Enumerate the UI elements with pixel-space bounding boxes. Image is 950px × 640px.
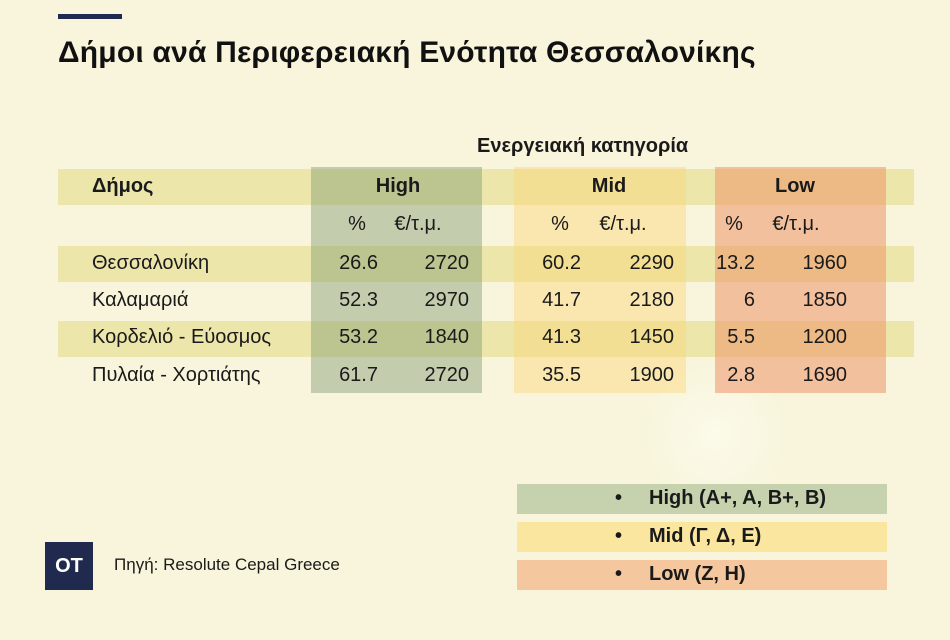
percent-cell: 13.2 xyxy=(716,252,755,274)
price-cell: 2720 xyxy=(424,252,470,274)
price-cell: 2970 xyxy=(424,289,470,311)
legend-bullet: • xyxy=(615,563,623,585)
legend-bar xyxy=(517,560,887,590)
price-cell: 2720 xyxy=(424,364,470,386)
group-column-high xyxy=(311,167,482,393)
price-cell: 1850 xyxy=(802,289,848,311)
legend-bullet: • xyxy=(615,487,623,509)
price-cell: 1960 xyxy=(802,252,848,274)
group-header-low: Low xyxy=(775,175,815,197)
group-column-mid xyxy=(514,167,686,393)
legend-bullet: • xyxy=(615,525,623,547)
subheader-percent: % xyxy=(348,213,366,235)
energy-category-header: Ενεργειακή κατηγορία xyxy=(477,135,689,157)
top-accent-rule xyxy=(58,14,122,19)
legend-label: Low (Ζ, Η) xyxy=(649,563,746,585)
price-cell: 1450 xyxy=(629,326,675,348)
percent-cell: 52.3 xyxy=(339,289,378,311)
subheader-price: €/τ.μ. xyxy=(772,213,820,235)
subheader-percent: % xyxy=(551,213,569,235)
price-cell: 2180 xyxy=(629,289,675,311)
price-cell: 1200 xyxy=(802,326,848,348)
percent-cell: 6 xyxy=(743,289,755,311)
price-cell: 1690 xyxy=(802,364,848,386)
percent-cell: 26.6 xyxy=(339,252,378,274)
row-label: Θεσσαλονίκη xyxy=(92,252,210,274)
percent-cell: 2.8 xyxy=(727,364,755,386)
row-label: Καλαμαριά xyxy=(92,289,189,311)
group-column-low xyxy=(715,167,886,393)
legend-bar xyxy=(517,522,887,552)
percent-cell: 61.7 xyxy=(339,364,378,386)
legend-label: Mid (Γ, Δ, Ε) xyxy=(649,525,762,547)
group-header-high: High xyxy=(375,175,421,197)
percent-cell: 41.7 xyxy=(542,289,581,311)
legend-bar xyxy=(517,484,887,514)
percent-cell: 60.2 xyxy=(542,252,581,274)
legend-label: High (A+, A, B+, B) xyxy=(649,487,827,509)
subheader-price: €/τ.μ. xyxy=(394,213,442,235)
price-cell: 2290 xyxy=(629,252,675,274)
subheader-percent: % xyxy=(725,213,743,235)
percent-cell: 53.2 xyxy=(339,326,378,348)
percent-cell: 35.5 xyxy=(542,364,581,386)
source-note: Πηγή: Resolute Cepal Greece xyxy=(114,555,340,574)
ot-logo: OT xyxy=(45,542,93,590)
price-cell: 1840 xyxy=(424,326,470,348)
row-label: Πυλαία - Χορτιάτης xyxy=(92,364,261,386)
row-header: Δήμος xyxy=(92,175,154,197)
price-cell: 1900 xyxy=(629,364,675,386)
percent-cell: 41.3 xyxy=(542,326,581,348)
page-title: Δήμοι ανά Περιφερειακή Ενότητα Θεσσαλονί… xyxy=(58,36,756,69)
group-header-mid: Mid xyxy=(591,175,627,197)
subheader-price: €/τ.μ. xyxy=(599,213,647,235)
row-label: Κορδελιό - Εύοσμος xyxy=(92,326,272,348)
percent-cell: 5.5 xyxy=(727,326,755,348)
